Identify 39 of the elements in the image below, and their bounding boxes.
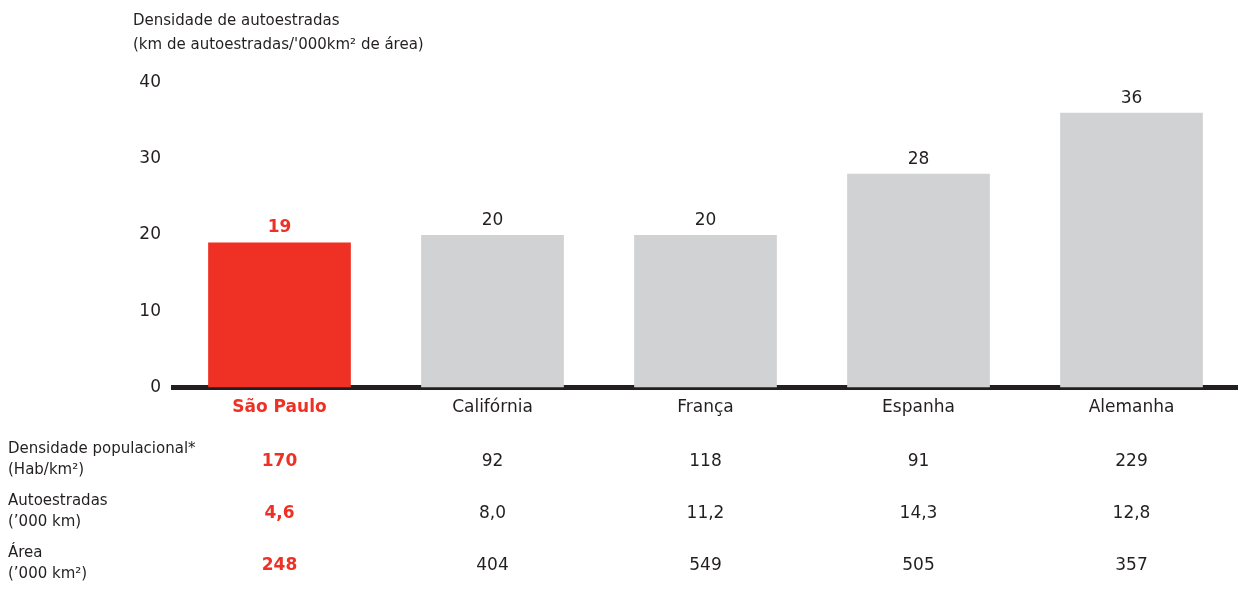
text: 14,3 [898, 502, 939, 522]
text: 505 [901, 554, 936, 574]
text: 12,8 [1111, 502, 1152, 522]
text: 357 [1114, 554, 1149, 574]
y-axis-title: Densidade de autoestradas (km de autoestradas/'000km² de área) [133, 10, 424, 55]
data-label: 28 [907, 147, 930, 168]
x-tick-label: Califórnia [452, 396, 533, 417]
text: 229 [1114, 450, 1149, 470]
x-tick-label: França [677, 396, 734, 417]
data-label: 36 [1120, 86, 1143, 107]
text: 248 [260, 554, 299, 574]
bar [208, 242, 351, 388]
bar [634, 234, 777, 388]
data-label: 20 [694, 208, 717, 229]
data-label: 20 [481, 208, 504, 229]
text: Autoestradas (’000 km) [8, 490, 108, 532]
text: 404 [475, 554, 510, 574]
x-tick-label: Espanha [882, 396, 955, 417]
text: 549 [688, 554, 723, 574]
data-label: 19 [267, 216, 292, 237]
text: 4,6 [263, 502, 296, 522]
y-tick-label: 0 [150, 376, 161, 397]
text: 118 [688, 450, 723, 470]
bar [847, 173, 990, 388]
x-tick-label: São Paulo [232, 396, 327, 417]
y-tick-label: 40 [139, 70, 161, 91]
bar [421, 234, 564, 388]
text: Área (’000 km²) [8, 542, 88, 584]
y-tick-label: 20 [139, 223, 161, 244]
text: 170 [260, 450, 299, 470]
text: 8,0 [477, 502, 507, 522]
y-tick-label: 10 [139, 299, 161, 320]
bar [1060, 112, 1203, 388]
text: 91 [906, 450, 931, 470]
text: 92 [480, 450, 505, 470]
text: Densidade populacional* (Hab/km²) [8, 438, 196, 480]
text: 11,2 [685, 502, 726, 522]
y-tick-label: 30 [139, 146, 161, 167]
x-tick-label: Alemanha [1088, 396, 1175, 417]
